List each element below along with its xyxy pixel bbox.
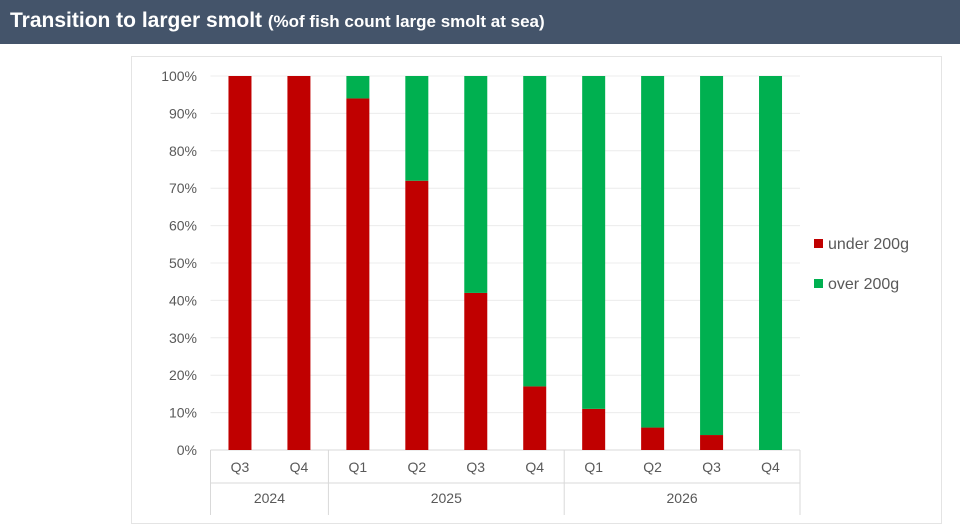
x-tick-quarter: Q4 [290, 459, 309, 475]
x-tick-quarter: Q1 [349, 459, 368, 475]
y-tick-label: 60% [169, 218, 197, 234]
y-tick-label: 0% [177, 442, 197, 458]
bar-under-200g [287, 76, 311, 450]
x-tick-quarter: Q3 [231, 459, 250, 475]
bar-under-200g [641, 427, 665, 450]
bar-over-200g [700, 76, 724, 436]
bar-over-200g [582, 76, 606, 409]
y-tick-label: 10% [169, 405, 197, 421]
y-tick-label: 80% [169, 143, 197, 159]
bar-over-200g [346, 76, 370, 99]
bar-over-200g [523, 76, 547, 387]
y-tick-label: 70% [169, 180, 197, 196]
bar-under-200g [464, 292, 488, 450]
legend-swatch [814, 279, 823, 288]
bar-over-200g [464, 76, 488, 293]
subtitle-text: (%of fish count large smolt at sea) [267, 12, 545, 31]
x-tick-quarter: Q2 [643, 459, 662, 475]
bar-under-200g [700, 435, 724, 450]
chart-frame [131, 56, 942, 524]
x-tick-quarter: Q3 [466, 459, 485, 475]
x-group-year: 2024 [254, 490, 285, 506]
y-tick-label: 40% [169, 292, 197, 308]
x-tick-quarter: Q1 [584, 459, 603, 475]
legend-label: under 200g [828, 236, 909, 253]
y-tick-label: 90% [169, 105, 197, 121]
x-tick-quarter: Q3 [702, 459, 721, 475]
x-tick-quarter: Q4 [525, 459, 544, 475]
y-tick-label: 30% [169, 330, 197, 346]
bar-under-200g [346, 98, 370, 450]
y-tick-label: 50% [169, 255, 197, 271]
bar-over-200g [759, 76, 783, 450]
bar-under-200g [228, 76, 252, 450]
x-tick-quarter: Q4 [761, 459, 780, 475]
legend-swatch [814, 239, 823, 248]
bar-over-200g [405, 76, 429, 181]
x-group-year: 2026 [667, 490, 698, 506]
legend-label: over 200g [828, 276, 899, 293]
title-text: Transition to larger smolt [10, 9, 263, 32]
bar-under-200g [405, 180, 429, 450]
x-group-year: 2025 [431, 490, 462, 506]
bar-under-200g [523, 386, 547, 450]
y-tick-label: 20% [169, 367, 197, 383]
bar-under-200g [582, 408, 606, 450]
x-tick-quarter: Q2 [407, 459, 426, 475]
bar-over-200g [641, 76, 665, 428]
chart-title: Transition to larger smolt (%of fish cou… [10, 9, 545, 33]
title-bar: Transition to larger smolt (%of fish cou… [0, 0, 960, 44]
y-tick-label: 100% [161, 68, 197, 84]
